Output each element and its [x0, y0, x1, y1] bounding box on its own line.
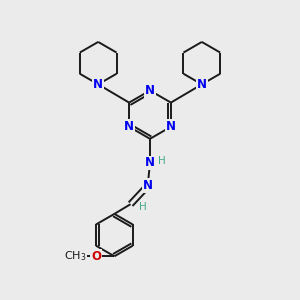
Text: N: N	[145, 157, 155, 169]
Text: H: H	[158, 156, 166, 166]
Text: N: N	[142, 179, 153, 192]
Text: O: O	[91, 250, 101, 263]
Text: CH$_3$: CH$_3$	[64, 249, 87, 263]
Text: N: N	[197, 78, 207, 91]
Text: H: H	[139, 202, 147, 212]
Text: N: N	[145, 84, 155, 97]
Text: N: N	[124, 120, 134, 133]
Text: N: N	[93, 78, 103, 91]
Text: N: N	[166, 120, 176, 133]
